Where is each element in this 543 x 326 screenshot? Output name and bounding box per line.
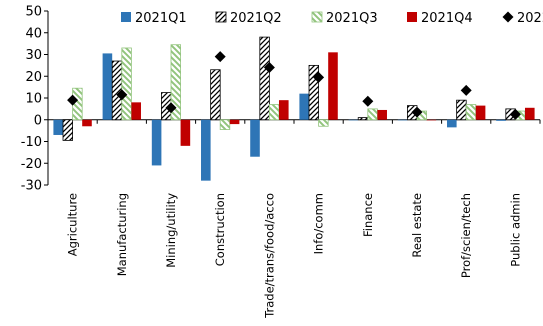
bar-2021q4-3 [229,119,240,125]
y-tick-label: 10 [25,92,42,107]
legend-label-2021q2: 2021Q2 [230,11,282,26]
bar-2021q1-8 [447,119,457,128]
bar-2021q3-3 [219,119,231,130]
marker-2022q1-6 [362,95,374,107]
marker-2022q1-3 [214,51,226,63]
marker-2022q1-5 [313,71,325,83]
bar-2021q3-2 [170,44,181,121]
bar-2021q1-5 [299,93,309,120]
bar-2021q4-9 [524,107,535,120]
bar-2021q4-1 [131,102,141,120]
legend-label-2021q4: 2021Q4 [421,11,473,26]
bar-2021q1-2 [151,119,162,166]
y-tick-label: 40 [25,26,42,41]
legend-swatch-2021q4 [407,12,417,22]
category-label: Construction [213,193,227,266]
bar-2021q2-1 [111,60,123,121]
bar-2021q2-8 [456,99,467,121]
bar-2021q1-6 [348,119,359,121]
bar-2021q4-8 [475,105,486,120]
category-label: Prof/scien/tech [459,193,473,278]
legend-label-2022q1: 2022Q1 [517,11,543,26]
marker-2022q1-1 [116,89,128,101]
bars [53,36,535,181]
legend-label-2021q1: 2021Q1 [135,11,187,26]
bar-2021q3-6 [367,108,378,121]
y-tick-label: -30 [21,179,42,194]
category-label: Mining/utility [164,193,178,268]
bar-2021q4-7 [426,119,437,121]
marker-2022q1-4 [263,62,275,74]
y-tick-label: -10 [21,135,42,150]
bar-2021q4-0 [82,119,92,127]
bar-2021q1-3 [201,119,211,181]
y-tick-label: 20 [25,70,42,85]
marker-2022q1-7 [411,106,423,118]
legend-swatch-2021q3 [311,11,323,23]
bar-2021q3-4 [268,104,280,121]
legend-swatch-2021q2 [215,11,227,23]
axes: -30 -20 -10 0 10 20 30 40 50 Agriculture Manufactu… [21,5,541,319]
bar-2021q4-5 [328,52,338,120]
bar-2021q3-5 [318,119,329,127]
marker-2022q1-9 [509,108,521,120]
bar-2021q2-0 [62,119,73,141]
bar-2021q2-3 [210,69,221,121]
legend-swatch-2022q1 [502,11,514,23]
bar-2021q1-9 [496,119,506,121]
legend-swatch-2021q1 [121,12,131,22]
y-tick-label: 0 [34,113,42,128]
bar-2021q2-4 [259,36,270,121]
category-label: Info/comm [312,193,326,254]
bar-2021q3-1 [121,47,132,121]
y-tick-label: 50 [25,5,42,20]
y-tick-label: 30 [25,48,42,63]
bar-2021q4-4 [278,100,289,120]
legend-label-2021q3: 2021Q3 [326,11,378,26]
category-label: Finance [361,193,375,237]
category-label: Real estate [410,193,424,258]
bar-2021q1-0 [53,119,63,135]
bar-2021q1-4 [250,119,260,157]
legend: 2021Q1 2021Q2 2021Q3 2021Q4 2022Q1 [121,11,543,26]
y-tick-label: -20 [21,157,42,172]
marker-2022q1-2 [165,102,177,114]
bar-2021q1-1 [102,53,113,120]
bar-2021q3-8 [465,104,477,121]
bar-2021q4-2 [180,119,191,146]
category-label: Trade/trans/food/acco [262,193,276,319]
bar-2021q4-6 [377,109,387,120]
marker-2022q1-8 [460,84,472,96]
category-label: Manufacturing [115,193,129,276]
bar-2021q2-5 [308,64,320,121]
markers [67,51,521,120]
category-label: Agriculture [66,193,80,256]
bar-2021q2-6 [357,117,369,121]
bar-2021q1-7 [397,119,408,121]
marker-2022q1-0 [67,94,79,106]
category-label: Public admin [508,193,522,267]
